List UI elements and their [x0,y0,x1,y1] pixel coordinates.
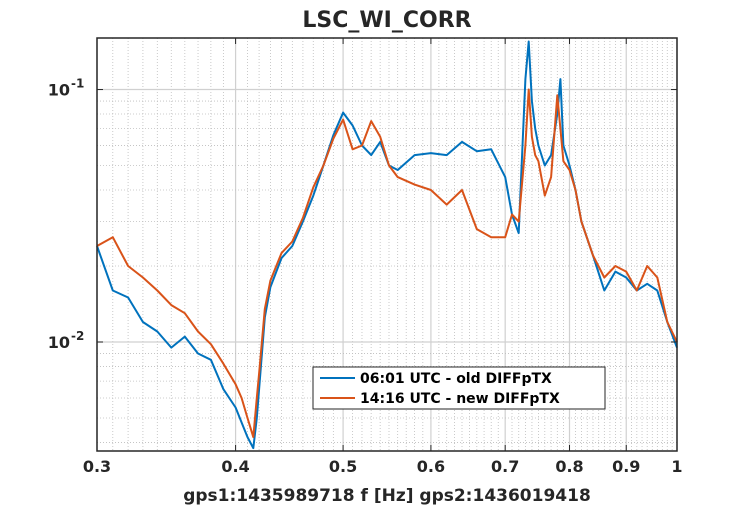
chart-title: LSC_WI_CORR [302,8,471,33]
x-tick-label: 1 [671,457,682,476]
x-tick-label: 0.5 [329,457,357,476]
series-lines [96,40,678,450]
legend: 06:01 UTC - old DIFFpTX 14:16 UTC - new … [312,366,606,410]
x-tick-label: 0.6 [417,457,445,476]
x-axis-ticks: 0.3 0.4 0.5 0.6 0.7 0.8 0.9 1 [83,38,683,476]
series-line-1 [96,88,678,439]
legend-box [312,366,606,410]
x-tick-label: 0.3 [83,457,111,476]
x-tick-label: 0.4 [221,457,249,476]
x-tick-label: 0.7 [491,457,519,476]
y-axis-ticks: 10-210-1 [48,77,677,352]
grid [96,38,678,451]
x-axis-label: gps1:1435989718 f [Hz] gps2:1436019418 [183,486,591,506]
x-tick-label: 0.8 [555,457,583,476]
legend-label-new: 14:16 UTC - new DIFFpTX [360,391,560,407]
y-tick-label: 10 [48,81,70,100]
x-tick-label: 0.9 [612,457,640,476]
plot-frame [96,37,678,452]
y-tick-label: 10 [48,333,70,352]
y-tick-exponent: -1 [71,77,84,91]
legend-label-old: 06:01 UTC - old DIFFpTX [360,371,552,387]
y-tick-exponent: -2 [71,329,84,343]
